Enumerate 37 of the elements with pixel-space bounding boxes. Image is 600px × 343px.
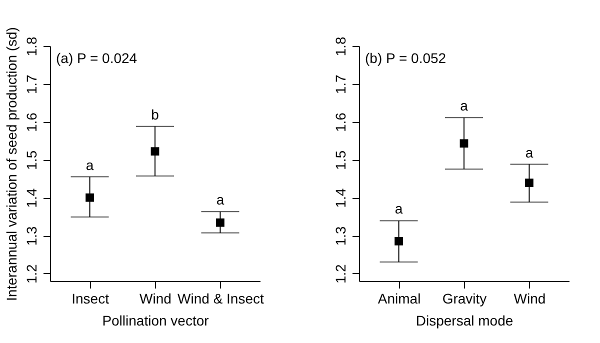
y-tick-label: 1.8 bbox=[24, 36, 40, 56]
y-tick-label: 1.3 bbox=[332, 226, 348, 246]
x-tick-label: Wind bbox=[514, 290, 546, 306]
x-tick-label: Wind & Insect bbox=[178, 290, 264, 306]
annotation: b bbox=[151, 106, 160, 122]
y-tick-label: 1.6 bbox=[332, 112, 348, 132]
point bbox=[150, 147, 160, 156]
point bbox=[394, 237, 403, 246]
x-axis-title: Dispersal mode bbox=[416, 312, 514, 328]
y-tick-label: 1.4 bbox=[24, 188, 40, 208]
x-tick-label: Animal bbox=[378, 290, 421, 306]
y-axis-title: Interannual variation of seed production (sd) bbox=[4, 27, 20, 301]
x-tick-label: Wind bbox=[140, 290, 172, 306]
y-tick-label: 1.8 bbox=[332, 36, 348, 56]
point bbox=[460, 139, 468, 148]
x-axis-title: Pollination vector bbox=[102, 312, 210, 328]
point bbox=[86, 193, 94, 202]
y-tick-label: 1.2 bbox=[332, 264, 348, 284]
annotation: a bbox=[460, 98, 468, 114]
x-tick-label: Gravity bbox=[442, 290, 487, 306]
y-tick-label: 1.6 bbox=[24, 112, 40, 132]
y-tick-label: 1.7 bbox=[332, 74, 348, 94]
annotation: a bbox=[525, 144, 534, 160]
y-tick-label: 1.3 bbox=[24, 226, 40, 246]
annotation: (b) P = 0.052 bbox=[365, 50, 446, 66]
annotation: a bbox=[394, 200, 403, 217]
y-tick-label: 1.7 bbox=[24, 74, 40, 94]
annotation: (a) P = 0.024 bbox=[56, 50, 138, 66]
y-tick-label: 1.4 bbox=[332, 188, 348, 208]
y-tick-label: 1.5 bbox=[24, 150, 40, 170]
annotation: a bbox=[86, 156, 94, 173]
y-tick-label: 1.2 bbox=[24, 264, 40, 284]
x-tick-label: Insect bbox=[72, 290, 110, 306]
point bbox=[525, 178, 534, 188]
annotation: a bbox=[216, 192, 224, 208]
point bbox=[216, 218, 224, 227]
y-tick-label: 1.5 bbox=[332, 150, 348, 170]
